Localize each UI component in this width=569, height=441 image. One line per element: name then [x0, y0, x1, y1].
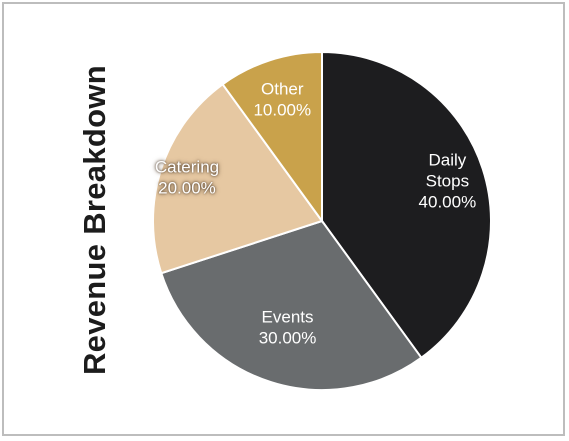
slice-label-daily-stops: Daily Stops 40.00% [419, 150, 477, 211]
slice-label-catering: Catering 20.00% [155, 158, 219, 198]
slice-label-events: Events 30.00% [259, 308, 317, 348]
pie-slice-events [160, 219, 423, 392]
pie-slice-daily-stops [321, 50, 492, 360]
pie-slice-catering [152, 82, 324, 275]
slice-label-other: Other 10.00% [253, 79, 311, 119]
pie-slice-other [221, 50, 323, 225]
